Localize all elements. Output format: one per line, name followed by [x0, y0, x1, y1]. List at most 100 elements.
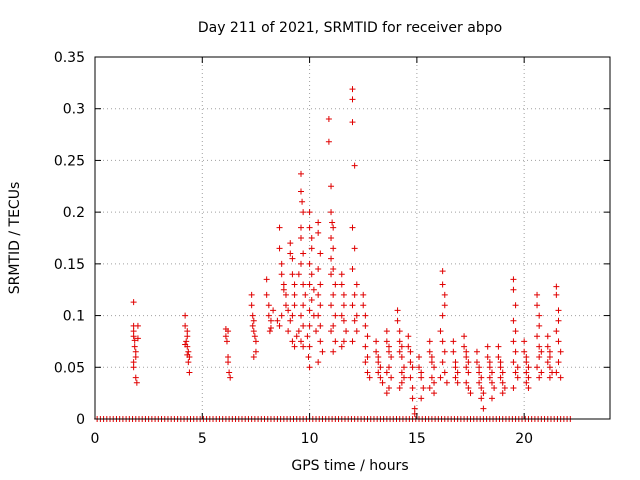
data-point	[398, 369, 405, 376]
x-tick-label: 0	[91, 431, 100, 447]
data-point	[182, 322, 189, 329]
data-point	[362, 312, 369, 319]
data-point	[300, 322, 307, 329]
data-point	[306, 209, 313, 216]
data-point	[396, 338, 403, 345]
data-point	[431, 390, 438, 397]
data-point	[338, 281, 345, 288]
data-point	[182, 341, 189, 348]
data-point	[534, 333, 541, 340]
data-point	[557, 348, 564, 355]
data-point	[499, 390, 506, 397]
data-point	[426, 348, 433, 355]
data-point	[184, 351, 191, 358]
data-point	[536, 312, 543, 319]
axis-ticks	[94, 56, 610, 420]
data-point	[544, 343, 551, 350]
data-point	[362, 343, 369, 350]
data-point	[308, 245, 315, 252]
data-point	[385, 348, 392, 355]
data-point	[497, 359, 504, 366]
data-point	[510, 384, 517, 391]
data-point	[461, 343, 468, 350]
data-point	[497, 364, 504, 371]
y-tick-label: 0.1	[63, 309, 85, 325]
data-point	[416, 364, 423, 371]
data-point	[418, 395, 425, 402]
data-point	[521, 338, 528, 345]
data-point	[227, 374, 234, 381]
data-point	[328, 235, 335, 241]
data-point	[385, 364, 392, 371]
data-point	[555, 307, 562, 314]
data-point	[300, 302, 307, 309]
data-point	[512, 302, 519, 309]
data-point	[512, 328, 519, 335]
plot-frame	[94, 56, 611, 420]
data-point	[131, 337, 138, 344]
data-point	[349, 86, 356, 93]
data-point	[265, 312, 272, 319]
data-point	[514, 364, 521, 371]
data-point	[437, 374, 444, 381]
data-point	[328, 271, 335, 278]
data-point	[439, 281, 446, 288]
x-axis-label: GPS time / hours	[291, 458, 408, 474]
data-point	[302, 291, 309, 298]
data-point	[510, 317, 517, 324]
data-point	[396, 384, 403, 391]
data-point	[276, 224, 283, 231]
data-point	[441, 302, 448, 309]
data-point	[298, 235, 304, 241]
data-point	[394, 307, 401, 314]
data-point	[263, 276, 270, 283]
data-point	[315, 266, 322, 273]
data-point	[437, 328, 444, 335]
grid-lines	[95, 57, 610, 419]
data-point	[398, 379, 405, 386]
data-point	[405, 343, 412, 350]
data-point	[523, 369, 530, 376]
data-point	[325, 138, 332, 145]
data-point	[473, 348, 480, 355]
data-point	[328, 183, 335, 190]
data-point	[443, 379, 450, 386]
data-point	[291, 302, 298, 309]
data-point	[407, 359, 414, 366]
data-point	[439, 312, 446, 319]
data-point	[431, 364, 438, 371]
data-point	[306, 364, 313, 371]
data-point	[270, 307, 277, 314]
data-point	[185, 348, 192, 355]
data-point	[298, 338, 304, 345]
data-point	[349, 96, 356, 103]
data-point	[282, 291, 289, 298]
data-point	[388, 374, 395, 381]
data-point	[317, 250, 324, 257]
data-point	[534, 364, 541, 371]
data-point	[409, 384, 416, 391]
data-point	[463, 348, 470, 355]
data-point	[418, 369, 425, 376]
data-point	[450, 338, 457, 345]
data-point	[428, 374, 435, 381]
data-point	[332, 338, 339, 345]
data-point	[373, 338, 380, 345]
data-point	[499, 379, 506, 386]
data-point	[510, 276, 517, 283]
data-point	[298, 312, 304, 319]
data-point	[480, 390, 487, 397]
data-point	[349, 338, 356, 345]
data-point	[478, 374, 485, 381]
data-point	[351, 291, 358, 298]
data-point	[306, 322, 313, 329]
data-point	[351, 162, 358, 169]
data-point	[319, 348, 326, 355]
data-point	[310, 286, 317, 293]
data-point	[328, 302, 335, 309]
data-point	[396, 328, 403, 335]
data-point	[546, 353, 553, 360]
data-point	[330, 266, 337, 273]
data-point	[340, 302, 347, 309]
data-point	[495, 343, 502, 350]
